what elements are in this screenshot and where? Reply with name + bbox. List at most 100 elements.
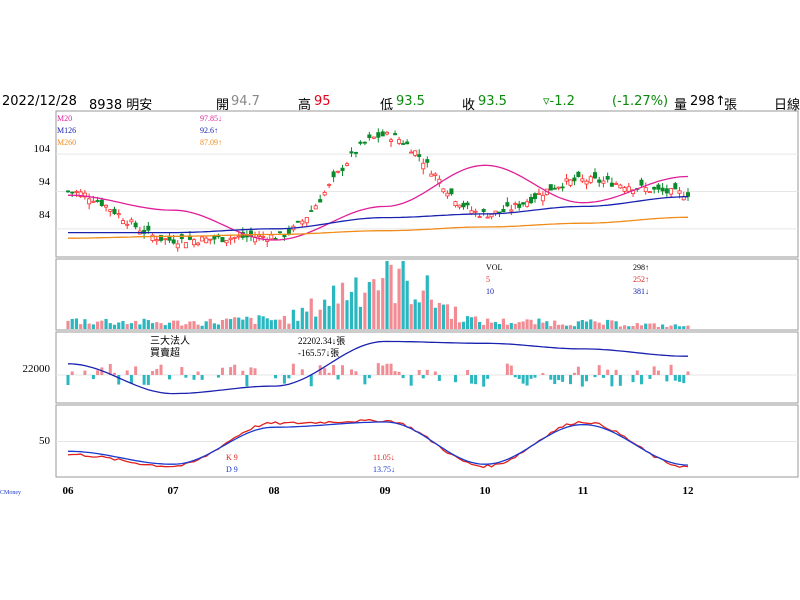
volume-bar	[363, 292, 367, 329]
institutional-bar	[669, 364, 673, 375]
volume-bar	[381, 278, 385, 329]
candle-body	[560, 186, 565, 189]
volume-bar	[486, 318, 490, 329]
inst-line-2: -165.57↓張	[298, 348, 339, 358]
candle-body	[433, 173, 438, 176]
candle-body	[485, 216, 490, 219]
candle-body	[609, 182, 614, 187]
volume-bar	[278, 319, 282, 329]
candle-body	[142, 230, 147, 234]
candle-body	[300, 220, 305, 225]
candle-body	[192, 239, 197, 246]
volume-bar	[200, 325, 204, 329]
candle-body	[556, 186, 561, 189]
legend-vol5-value: 252↑	[633, 275, 649, 284]
candle-body	[517, 203, 522, 208]
volume-bar	[265, 318, 269, 329]
candle-body	[540, 194, 545, 202]
institutional-bar	[635, 370, 639, 375]
change-percent: (-1.27%)	[612, 94, 669, 109]
volume-bar	[644, 323, 648, 329]
candle-body	[409, 151, 414, 154]
volume-bar	[521, 321, 525, 329]
institutional-bar	[354, 371, 358, 375]
volume-bar	[372, 279, 376, 329]
institutional-bar	[287, 375, 291, 379]
low-label: 低	[380, 98, 394, 113]
volume-bar	[121, 321, 125, 329]
volume-bar	[204, 321, 208, 329]
institutional-bar	[108, 364, 112, 375]
institutional-bar	[486, 375, 490, 379]
volume-bar	[576, 321, 580, 329]
volume-bar	[172, 320, 176, 329]
institutional-bar	[509, 365, 513, 375]
candle-body	[401, 143, 406, 145]
candle-body	[521, 202, 526, 205]
volume-bar	[572, 326, 577, 329]
candle-body	[597, 179, 602, 183]
volume-panel-frame	[55, 258, 799, 331]
legend-vol-name: VOL	[486, 263, 503, 272]
institutional-bar	[381, 365, 385, 375]
institutional-bar	[220, 367, 224, 375]
candle-body	[501, 208, 506, 213]
candle-body	[618, 184, 623, 189]
institutional-bar	[614, 369, 618, 375]
volume-bar	[453, 306, 458, 329]
legend-m20-value: 97.85↓	[200, 114, 222, 123]
institutional-bar	[323, 368, 327, 375]
volume-bar	[261, 316, 265, 329]
institutional-bar	[597, 365, 601, 375]
candle-body	[112, 208, 117, 214]
institutional-bar	[332, 365, 336, 375]
volume-bar	[314, 316, 318, 329]
candle-body	[322, 192, 327, 196]
institutional-bar	[513, 375, 517, 378]
volume-bar	[441, 304, 445, 329]
candle-body	[532, 193, 537, 200]
candle-body	[66, 190, 71, 193]
volume-bar	[318, 309, 322, 329]
institutional-bar	[453, 375, 457, 383]
candle-body	[358, 141, 363, 144]
candle-body	[175, 243, 180, 249]
candle-body	[362, 141, 367, 144]
candle-body	[78, 191, 83, 198]
candle-body	[389, 139, 394, 142]
institutional-bar	[385, 363, 389, 375]
candle-body	[493, 210, 498, 214]
institutional-bar	[401, 375, 405, 379]
volume-bar	[282, 315, 287, 329]
volume-bar	[269, 320, 273, 329]
volume-bar	[117, 322, 121, 329]
institutional-bar	[393, 371, 397, 375]
candle-body	[150, 234, 155, 241]
volume-bar	[449, 318, 454, 329]
institutional-bar	[474, 375, 478, 385]
candle-body	[529, 196, 534, 204]
legend-d-value: 13.75↓	[373, 465, 395, 474]
institutional-bar	[541, 372, 545, 375]
candle-body	[196, 242, 201, 246]
volume-bar	[677, 326, 682, 329]
candle-body	[154, 239, 159, 242]
inst-title-2: 買賣超	[150, 346, 180, 359]
volume-bar	[192, 321, 196, 329]
volume-bar	[606, 319, 610, 329]
institutional-bar	[309, 375, 313, 387]
legend-vol-value: 298↑	[633, 263, 649, 272]
volume-unit: 張	[724, 98, 738, 113]
volume-bar	[249, 317, 253, 329]
volume-bar	[509, 323, 513, 329]
institutional-bar	[192, 375, 196, 380]
candle-body	[277, 231, 282, 234]
volume-bar	[323, 299, 327, 329]
candle-body	[584, 180, 589, 185]
legend-m20-name: M20	[57, 114, 72, 123]
candle-body	[295, 220, 300, 223]
candle-body	[639, 179, 644, 186]
volume-bar	[150, 323, 155, 329]
institutional-bar	[117, 375, 121, 385]
candle-body	[120, 220, 125, 225]
